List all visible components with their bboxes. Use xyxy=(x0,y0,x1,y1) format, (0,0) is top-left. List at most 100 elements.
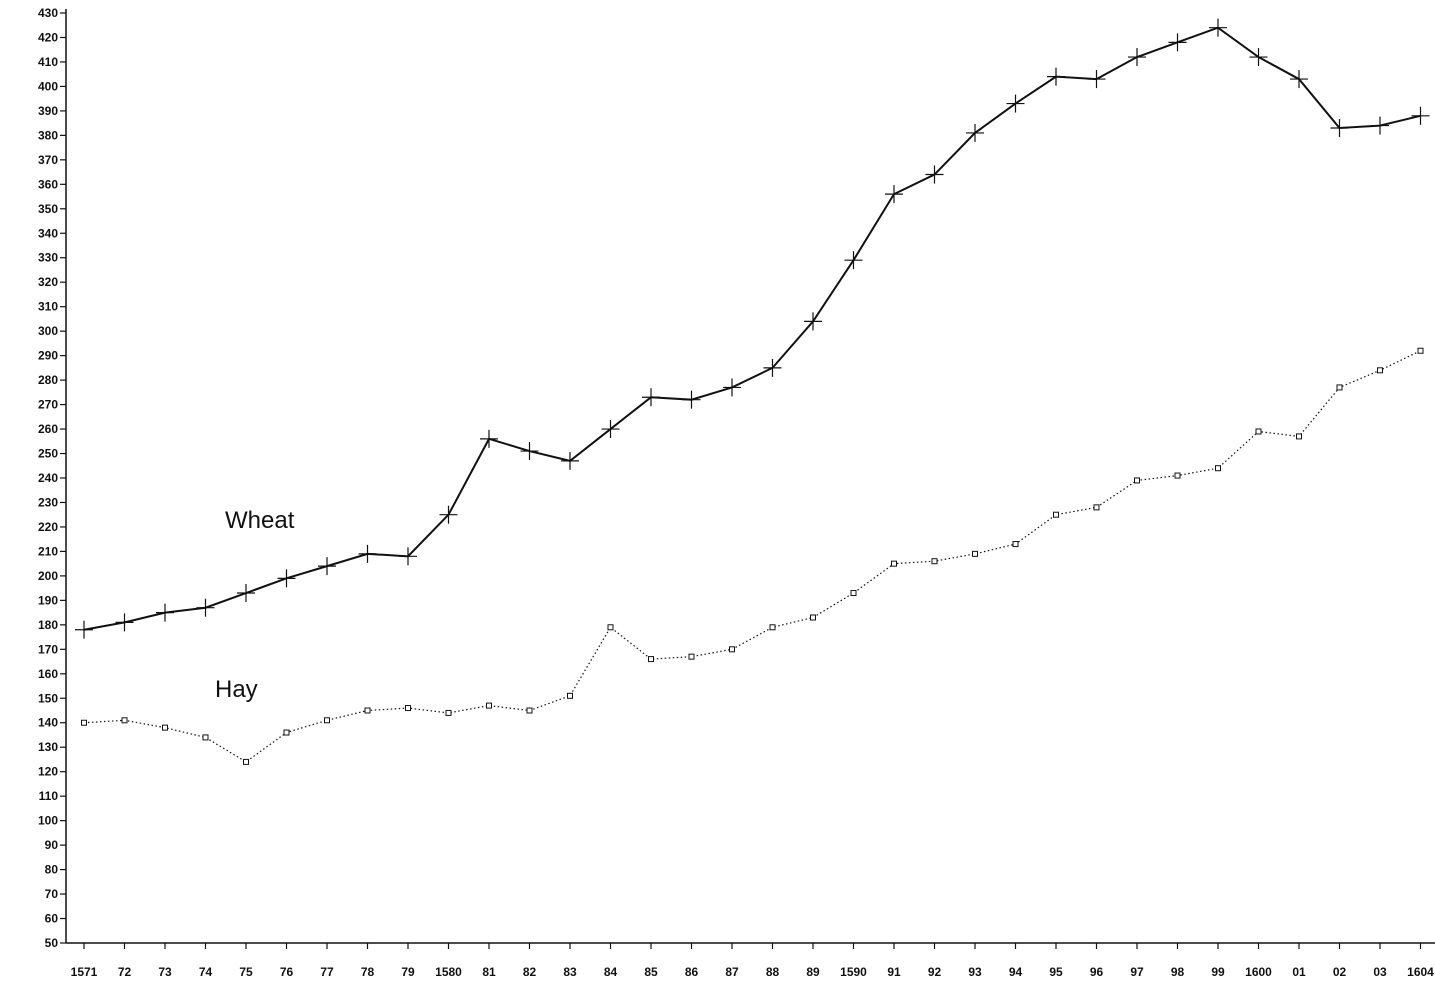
x-tick-label: 78 xyxy=(361,965,375,979)
wheat-point-marker xyxy=(561,451,579,470)
hay-point-marker xyxy=(1255,428,1262,435)
x-tick-label: 01 xyxy=(1292,965,1306,979)
y-tick-label: 420 xyxy=(38,30,58,44)
x-tick-label: 99 xyxy=(1211,965,1225,979)
hay-point-marker xyxy=(1012,541,1019,548)
y-tick-label: 160 xyxy=(38,667,58,681)
hay-series-line xyxy=(83,350,1421,763)
wheat-point-marker xyxy=(156,603,174,622)
wheat-point-marker xyxy=(196,598,215,617)
x-tick-label: 84 xyxy=(604,965,618,979)
x-tick-label: 73 xyxy=(158,965,172,979)
hay-point-marker xyxy=(486,702,492,709)
wheat-point-marker xyxy=(601,420,620,439)
x-tick-label: 86 xyxy=(685,965,699,979)
y-tick-label: 390 xyxy=(38,104,58,118)
wheat-point-marker xyxy=(1330,119,1349,138)
hay-point-marker xyxy=(1174,472,1181,479)
hay-point-marker xyxy=(648,656,654,663)
x-tick-label: 74 xyxy=(199,965,213,979)
x-tick-label: 81 xyxy=(482,965,496,979)
y-tick-label: 210 xyxy=(38,544,58,558)
x-tick-label: 1590 xyxy=(840,965,867,979)
wheat-point-marker xyxy=(966,123,984,142)
x-tick-label: 83 xyxy=(563,965,577,979)
wheat-point-marker xyxy=(277,569,296,588)
wheat-point-marker xyxy=(1371,116,1389,135)
x-tick-label: 82 xyxy=(523,965,537,979)
y-tick-label: 130 xyxy=(38,740,58,754)
wheat-point-marker xyxy=(804,312,822,331)
x-tick-label: 87 xyxy=(725,965,739,979)
hay-point-marker xyxy=(405,705,411,712)
x-tick-label: 72 xyxy=(118,965,132,979)
x-tick-label: 94 xyxy=(1009,965,1023,979)
y-tick-label: 230 xyxy=(38,495,58,509)
wheat-point-marker xyxy=(1249,48,1268,67)
hay-point-marker xyxy=(1336,384,1343,391)
wheat-point-marker xyxy=(1087,70,1106,89)
y-tick-label: 170 xyxy=(38,642,58,656)
y-tick-label: 330 xyxy=(38,251,58,265)
hay-point-marker xyxy=(1053,511,1059,518)
wheat-series-line xyxy=(83,26,1421,631)
y-tick-label: 340 xyxy=(38,226,58,240)
x-tick-label: 1580 xyxy=(435,965,462,979)
hay-point-marker xyxy=(324,717,330,724)
hay-point-marker xyxy=(972,550,978,557)
wheat-point-marker xyxy=(318,557,336,576)
hay-point-marker xyxy=(445,709,452,716)
wheat-point-marker xyxy=(1209,18,1227,37)
hay-point-marker xyxy=(931,558,938,565)
y-tick-label: 60 xyxy=(45,912,59,926)
hay-point-marker xyxy=(526,707,533,714)
wheat-point-marker xyxy=(237,584,255,603)
series-labels: Wheat Hay xyxy=(215,507,295,703)
hay-point-marker xyxy=(364,707,371,714)
y-tick-label: 320 xyxy=(38,275,58,289)
y-tick-label: 180 xyxy=(38,618,58,632)
hay-point-marker xyxy=(1093,504,1100,511)
wheat-point-marker xyxy=(75,620,93,639)
wheat-point-marker xyxy=(682,390,701,409)
hay-point-marker xyxy=(81,719,87,726)
wheat-point-marker xyxy=(1128,48,1146,67)
y-tick-label: 90 xyxy=(45,838,59,852)
y-tick-label: 240 xyxy=(38,471,58,485)
y-tick-label: 400 xyxy=(38,79,58,93)
wheat-point-marker xyxy=(723,378,741,397)
x-tick-label: 79 xyxy=(401,965,415,979)
x-tick-label: 75 xyxy=(239,965,253,979)
y-tick-label: 100 xyxy=(38,814,58,828)
wheat-point-marker xyxy=(358,544,377,563)
y-tick-label: 270 xyxy=(38,398,58,412)
hay-point-marker xyxy=(769,624,776,631)
wheat-point-marker xyxy=(925,165,944,184)
hay-point-marker xyxy=(121,717,128,724)
series-layer xyxy=(75,18,1430,765)
y-tick-label: 430 xyxy=(38,6,58,20)
hay-point-marker xyxy=(283,729,290,736)
wheat-point-marker xyxy=(399,547,417,566)
y-tick-label: 410 xyxy=(38,55,58,69)
wheat-point-marker xyxy=(1047,67,1065,86)
y-tick-label: 200 xyxy=(38,569,58,583)
x-tick-label: 95 xyxy=(1049,965,1063,979)
y-tick-label: 120 xyxy=(38,765,58,779)
hay-point-marker xyxy=(1377,367,1383,374)
hay-point-marker xyxy=(1296,433,1302,440)
hay-point-marker xyxy=(1134,477,1140,484)
x-tick-label: 96 xyxy=(1090,965,1104,979)
hay-point-marker xyxy=(850,590,857,597)
hay-point-marker xyxy=(891,560,897,567)
wheat-point-marker xyxy=(1290,70,1308,89)
wheat-point-marker xyxy=(885,185,903,204)
hay-point-marker xyxy=(202,734,209,741)
y-tick-label: 50 xyxy=(45,936,59,950)
y-tick-label: 290 xyxy=(38,349,58,363)
y-tick-label: 280 xyxy=(38,373,58,387)
hay-point-marker xyxy=(1215,465,1221,472)
hay-series-label: Hay xyxy=(215,676,258,703)
y-tick-label: 220 xyxy=(38,520,58,534)
